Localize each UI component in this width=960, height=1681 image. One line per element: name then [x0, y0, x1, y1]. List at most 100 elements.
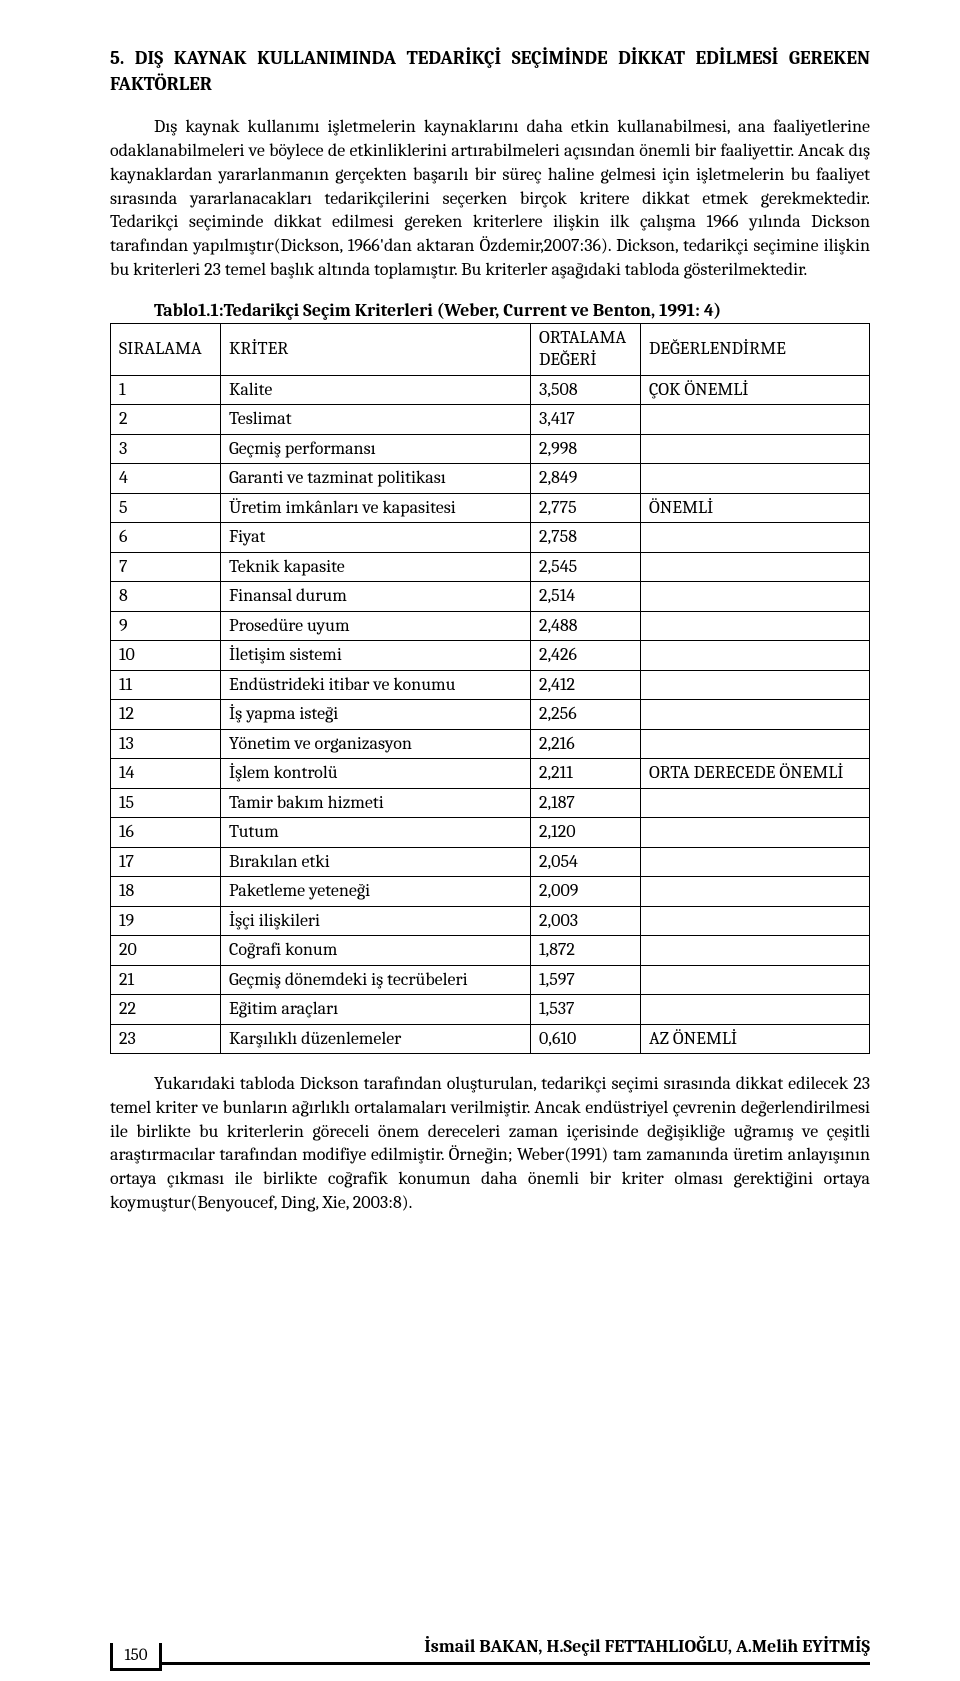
cell-criterion: Endüstrideki itibar ve konumu — [221, 670, 531, 700]
cell-evaluation — [641, 670, 870, 700]
cell-rank: 5 — [111, 493, 221, 523]
cell-criterion: Eğitim araçları — [221, 995, 531, 1025]
cell-rank: 14 — [111, 759, 221, 789]
cell-rank: 18 — [111, 877, 221, 907]
cell-evaluation — [641, 700, 870, 730]
table-header-row: SIRALAMA KRİTER ORTALAMA DEĞERİ DEĞERLEN… — [111, 323, 870, 375]
cell-rank: 22 — [111, 995, 221, 1025]
cell-criterion: Finansal durum — [221, 582, 531, 612]
table-title: Tablo1.1:Tedarikçi Seçim Kriterleri (Web… — [110, 300, 870, 321]
header-avg: ORTALAMA DEĞERİ — [531, 323, 641, 375]
cell-rank: 23 — [111, 1024, 221, 1054]
cell-evaluation: ÇOK ÖNEMLİ — [641, 375, 870, 405]
cell-rank: 13 — [111, 729, 221, 759]
cell-criterion: Teslimat — [221, 405, 531, 435]
cell-criterion: Tamir bakım hizmeti — [221, 788, 531, 818]
table-row: 17Bırakılan etki2,054 — [111, 847, 870, 877]
cell-criterion: Geçmiş dönemdeki iş tecrübeleri — [221, 965, 531, 995]
cell-rank: 21 — [111, 965, 221, 995]
cell-avg: 2,003 — [531, 906, 641, 936]
cell-rank: 6 — [111, 523, 221, 553]
cell-avg: 2,545 — [531, 552, 641, 582]
cell-rank: 10 — [111, 641, 221, 671]
cell-evaluation — [641, 405, 870, 435]
table-row: 2Teslimat3,417 — [111, 405, 870, 435]
cell-rank: 12 — [111, 700, 221, 730]
cell-avg: 2,775 — [531, 493, 641, 523]
cell-evaluation — [641, 847, 870, 877]
table-row: 13Yönetim ve organizasyon2,216 — [111, 729, 870, 759]
cell-evaluation — [641, 641, 870, 671]
table-row: 4Garanti ve tazminat politikası2,849 — [111, 464, 870, 494]
cell-evaluation — [641, 906, 870, 936]
cell-evaluation — [641, 818, 870, 848]
cell-criterion: Prosedüre uyum — [221, 611, 531, 641]
cell-criterion: İş yapma isteği — [221, 700, 531, 730]
section-heading: 5. DIŞ KAYNAK KULLANIMINDA TEDARİKÇİ SEÇ… — [110, 46, 870, 97]
cell-evaluation — [641, 936, 870, 966]
body-paragraph-1: Dış kaynak kullanımı işletmelerin kaynak… — [110, 115, 870, 281]
cell-evaluation — [641, 788, 870, 818]
cell-avg: 3,508 — [531, 375, 641, 405]
cell-rank: 9 — [111, 611, 221, 641]
table-row: 22Eğitim araçları1,537 — [111, 995, 870, 1025]
cell-avg: 3,417 — [531, 405, 641, 435]
cell-criterion: Karşılıklı düzenlemeler — [221, 1024, 531, 1054]
cell-criterion: Teknik kapasite — [221, 552, 531, 582]
page-number: 150 — [124, 1646, 147, 1665]
cell-avg: 2,211 — [531, 759, 641, 789]
body-paragraph-2: Yukarıdaki tabloda Dickson tarafından ol… — [110, 1072, 870, 1215]
cell-criterion: Paketleme yeteneği — [221, 877, 531, 907]
cell-avg: 2,758 — [531, 523, 641, 553]
table-row: 3Geçmiş performansı2,998 — [111, 434, 870, 464]
table-row: 14İşlem kontrolü2,211ORTA DERECEDE ÖNEML… — [111, 759, 870, 789]
cell-rank: 4 — [111, 464, 221, 494]
cell-criterion: Üretim imkânları ve kapasitesi — [221, 493, 531, 523]
cell-rank: 1 — [111, 375, 221, 405]
table-row: 1Kalite3,508ÇOK ÖNEMLİ — [111, 375, 870, 405]
cell-criterion: Geçmiş performansı — [221, 434, 531, 464]
cell-evaluation: AZ ÖNEMLİ — [641, 1024, 870, 1054]
cell-evaluation — [641, 877, 870, 907]
cell-evaluation: ÖNEMLİ — [641, 493, 870, 523]
cell-criterion: Coğrafi konum — [221, 936, 531, 966]
table-row: 11Endüstrideki itibar ve konumu2,412 — [111, 670, 870, 700]
footer: İsmail BAKAN, H.Seçil FETTAHLIOĞLU, A.Me… — [0, 1615, 960, 1671]
table-row: 8Finansal durum2,514 — [111, 582, 870, 612]
cell-evaluation — [641, 611, 870, 641]
footer-rule — [162, 1662, 870, 1665]
criteria-table: SIRALAMA KRİTER ORTALAMA DEĞERİ DEĞERLEN… — [110, 323, 870, 1055]
cell-rank: 17 — [111, 847, 221, 877]
cell-avg: 2,256 — [531, 700, 641, 730]
cell-criterion: Garanti ve tazminat politikası — [221, 464, 531, 494]
cell-avg: 0,610 — [531, 1024, 641, 1054]
cell-rank: 20 — [111, 936, 221, 966]
cell-evaluation — [641, 582, 870, 612]
table-row: 19İşçi ilişkileri2,003 — [111, 906, 870, 936]
page-number-box: 150 — [110, 1643, 162, 1671]
cell-evaluation — [641, 552, 870, 582]
cell-evaluation — [641, 464, 870, 494]
cell-criterion: İletişim sistemi — [221, 641, 531, 671]
cell-avg: 2,514 — [531, 582, 641, 612]
cell-rank: 2 — [111, 405, 221, 435]
footer-authors: İsmail BAKAN, H.Seçil FETTAHLIOĞLU, A.Me… — [424, 1636, 870, 1657]
cell-rank: 16 — [111, 818, 221, 848]
cell-avg: 2,849 — [531, 464, 641, 494]
cell-rank: 11 — [111, 670, 221, 700]
cell-avg: 2,426 — [531, 641, 641, 671]
cell-avg: 2,009 — [531, 877, 641, 907]
header-criterion: KRİTER — [221, 323, 531, 375]
cell-avg: 2,187 — [531, 788, 641, 818]
table-row: 5Üretim imkânları ve kapasitesi2,775ÖNEM… — [111, 493, 870, 523]
cell-avg: 1,537 — [531, 995, 641, 1025]
cell-evaluation — [641, 729, 870, 759]
table-row: 10İletişim sistemi2,426 — [111, 641, 870, 671]
cell-avg: 1,872 — [531, 936, 641, 966]
cell-avg: 2,412 — [531, 670, 641, 700]
cell-avg: 2,488 — [531, 611, 641, 641]
table-row: 18Paketleme yeteneği2,009 — [111, 877, 870, 907]
cell-rank: 19 — [111, 906, 221, 936]
cell-criterion: Tutum — [221, 818, 531, 848]
cell-criterion: İşlem kontrolü — [221, 759, 531, 789]
